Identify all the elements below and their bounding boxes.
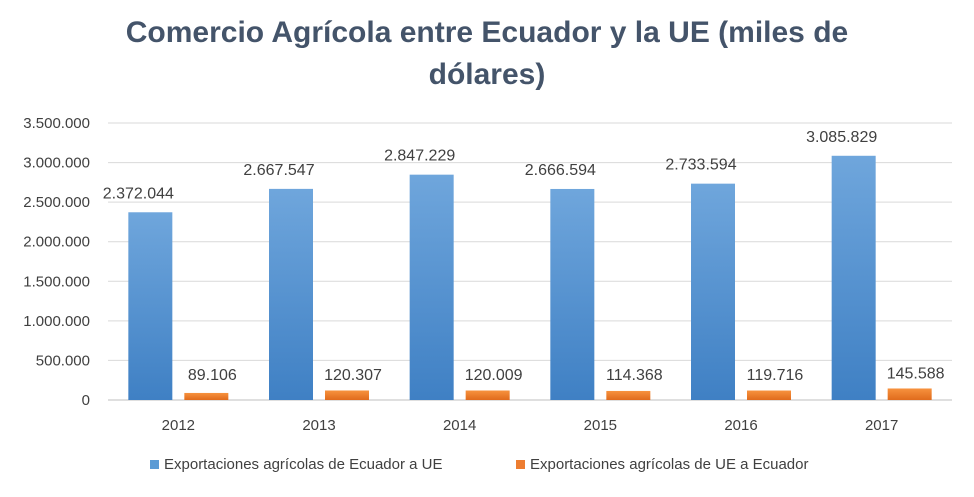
data-label: 2.666.594 — [525, 162, 596, 179]
legend-label-series-1: Exportaciones agrícolas de Ecuador a UE — [164, 456, 443, 473]
chart-title-line-2: dólares) — [428, 58, 546, 91]
bar-eu-to-ecuador — [747, 390, 791, 400]
legend-label-series-2: Exportaciones agrícolas de UE a Ecuador — [530, 456, 809, 473]
x-tick-label: 2015 — [584, 417, 617, 434]
chart-title: Comercio Agrícola entre Ecuador y la UE … — [0, 12, 974, 96]
data-label: 89.106 — [188, 367, 237, 384]
legend-item-series-2: Exportaciones agrícolas de UE a Ecuador — [516, 456, 809, 473]
bar-eu-to-ecuador — [887, 388, 932, 400]
chart-legend: Exportaciones agrícolas de Ecuador a UE … — [0, 456, 974, 478]
bar-ecuador-to-eu — [691, 183, 735, 400]
chart-title-line-1: Comercio Agrícola entre Ecuador y la UE … — [125, 16, 849, 49]
data-label: 114.368 — [606, 367, 663, 384]
bar-eu-to-ecuador — [465, 390, 510, 400]
bar-ecuador-to-eu — [550, 188, 595, 400]
x-tick-label: 2012 — [162, 417, 195, 434]
x-tick-label: 2013 — [302, 417, 335, 434]
y-tick-label: 3.000.000 — [23, 155, 90, 172]
y-tick-label: 1.000.000 — [23, 313, 90, 330]
data-label: 3.085.829 — [806, 129, 877, 146]
bar-ecuador-to-eu — [409, 174, 454, 400]
bar-ecuador-to-eu — [831, 155, 876, 400]
data-label: 145.588 — [887, 365, 945, 382]
data-label: 120.307 — [324, 367, 382, 384]
y-tick-label: 2.000.000 — [23, 234, 90, 251]
x-tick-label: 2014 — [443, 417, 476, 434]
x-tick-label: 2016 — [724, 417, 757, 434]
y-tick-label: 0 — [82, 392, 90, 409]
y-tick-label: 1.500.000 — [23, 273, 90, 290]
legend-swatch-orange — [516, 460, 525, 469]
bar-ecuador-to-eu — [128, 212, 173, 400]
data-label: 2.372.044 — [103, 185, 174, 202]
y-tick-label: 500.000 — [36, 352, 90, 369]
data-label: 2.733.594 — [665, 157, 736, 174]
data-label: 2.847.229 — [384, 148, 455, 165]
legend-swatch-blue — [150, 460, 159, 469]
bar-ecuador-to-eu — [269, 188, 313, 400]
y-tick-label: 3.500.000 — [23, 115, 90, 132]
bar-eu-to-ecuador — [325, 390, 369, 400]
x-tick-label: 2017 — [865, 417, 898, 434]
data-label: 2.667.547 — [243, 162, 314, 179]
legend-item-series-1: Exportaciones agrícolas de Ecuador a UE — [150, 456, 443, 473]
bar-eu-to-ecuador — [184, 392, 229, 400]
data-label: 119.716 — [747, 367, 804, 384]
data-label: 120.009 — [465, 367, 523, 384]
bar-eu-to-ecuador — [606, 390, 651, 400]
y-tick-label: 2.500.000 — [23, 194, 90, 211]
